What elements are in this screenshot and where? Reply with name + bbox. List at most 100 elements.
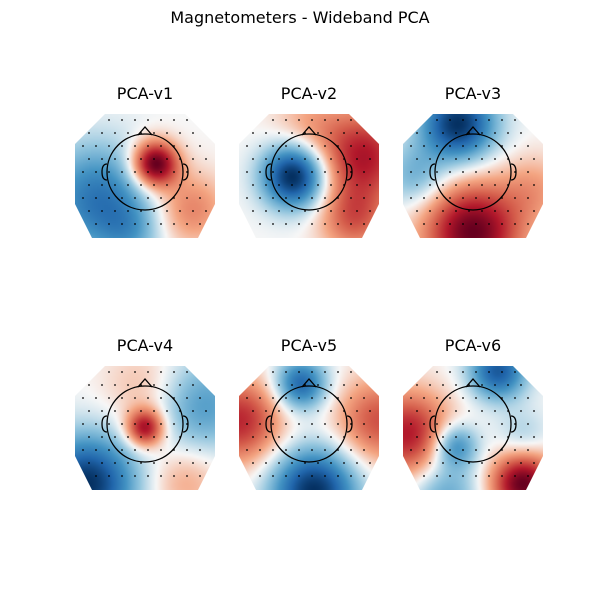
sensor-dot	[166, 132, 168, 134]
sensor-dot	[429, 210, 431, 212]
sensor-dot	[429, 184, 431, 186]
sensor-dot	[311, 171, 313, 173]
sensor-dot	[166, 410, 168, 412]
sensor-dot	[101, 210, 103, 212]
sensor-dot	[127, 384, 129, 386]
sensor-dot	[462, 423, 464, 425]
sensor-dot	[317, 132, 319, 134]
sensor-dot	[134, 223, 136, 225]
sensor-dot	[108, 145, 110, 147]
sensor-dot	[127, 184, 129, 186]
sensor-dot	[429, 132, 431, 134]
sensor-dot	[501, 119, 503, 121]
sensor-dot	[272, 449, 274, 451]
sensor-dot	[108, 197, 110, 199]
sensor-dot	[475, 223, 477, 225]
sensor-dot	[330, 210, 332, 212]
sensor-dot	[423, 397, 425, 399]
sensor-dot	[481, 410, 483, 412]
sensor-dot	[363, 119, 365, 121]
sensor-dot	[259, 475, 261, 477]
sensor-dot	[114, 158, 116, 160]
right-ear-outline	[510, 163, 517, 181]
sensor-dot	[304, 410, 306, 412]
right-ear-outline	[510, 415, 517, 433]
sensor-dot	[95, 449, 97, 451]
sensor-dot	[343, 132, 345, 134]
sensor-dot	[252, 184, 254, 186]
sensor-dot	[311, 449, 313, 451]
sensor-dot	[455, 384, 457, 386]
sensor-dot	[304, 436, 306, 438]
sensor-dot	[101, 184, 103, 186]
topomap-field	[403, 366, 543, 490]
sensor-dot	[265, 184, 267, 186]
topomap-panel-2: PCA-v2	[239, 84, 379, 264]
sensor-dot	[246, 475, 248, 477]
sensor-dot	[423, 197, 425, 199]
sensor-dot	[127, 132, 129, 134]
sensor-dot	[533, 158, 535, 160]
sensor-dot	[527, 223, 529, 225]
sensor-dot	[291, 462, 293, 464]
sensor-dot	[304, 184, 306, 186]
sensor-dot	[324, 449, 326, 451]
sensor-dot	[423, 475, 425, 477]
sensor-layer	[410, 371, 535, 477]
sensor-dot	[246, 423, 248, 425]
sensor-dot	[442, 184, 444, 186]
sensor-dot	[363, 397, 365, 399]
sensor-dot	[462, 119, 464, 121]
sensor-dot	[468, 184, 470, 186]
sensor-dot	[205, 132, 207, 134]
sensor-dot	[330, 158, 332, 160]
sensor-dot	[449, 145, 451, 147]
sensor-dot	[259, 371, 261, 373]
sensor-dot	[462, 397, 464, 399]
sensor-dot	[410, 423, 412, 425]
sensor-dot	[246, 145, 248, 147]
sensor-dot	[259, 145, 261, 147]
topomap	[239, 366, 379, 490]
sensor-dot	[108, 475, 110, 477]
sensor-dot	[205, 410, 207, 412]
sensor-dot	[246, 449, 248, 451]
sensor-dot	[140, 410, 142, 412]
sensor-dot	[166, 158, 168, 160]
sensor-dot	[423, 145, 425, 147]
topomap-title: PCA-v5	[280, 336, 338, 355]
left-ear-outline	[101, 415, 108, 433]
sensor-dot	[449, 197, 451, 199]
sensor-dot	[501, 475, 503, 477]
sensor-dot	[494, 132, 496, 134]
sensor-dot	[166, 184, 168, 186]
sensor-dot	[265, 384, 267, 386]
sensor-dot	[363, 223, 365, 225]
sensor-dot	[350, 397, 352, 399]
sensor-dot	[192, 462, 194, 464]
sensor-dot	[356, 184, 358, 186]
sensor-dot	[514, 223, 516, 225]
right-ear-outline	[346, 415, 353, 433]
sensor-dot	[82, 423, 84, 425]
sensor-dot	[317, 184, 319, 186]
sensor-dot	[278, 158, 280, 160]
sensor-dot	[272, 223, 274, 225]
left-ear-outline	[429, 163, 436, 181]
sensor-dot	[369, 410, 371, 412]
sensor-dot	[101, 158, 103, 160]
sensor-dot	[285, 397, 287, 399]
sensor-dot	[455, 210, 457, 212]
sensor-dot	[343, 210, 345, 212]
sensor-dot	[311, 397, 313, 399]
sensor-dot	[95, 475, 97, 477]
sensor-dot	[108, 223, 110, 225]
sensor-dot	[481, 462, 483, 464]
sensor-dot	[436, 197, 438, 199]
sensor-dot	[462, 171, 464, 173]
sensor-dot	[205, 436, 207, 438]
sensor-dot	[363, 171, 365, 173]
sensor-dot	[324, 223, 326, 225]
sensor-dot	[304, 462, 306, 464]
sensor-dot	[291, 184, 293, 186]
